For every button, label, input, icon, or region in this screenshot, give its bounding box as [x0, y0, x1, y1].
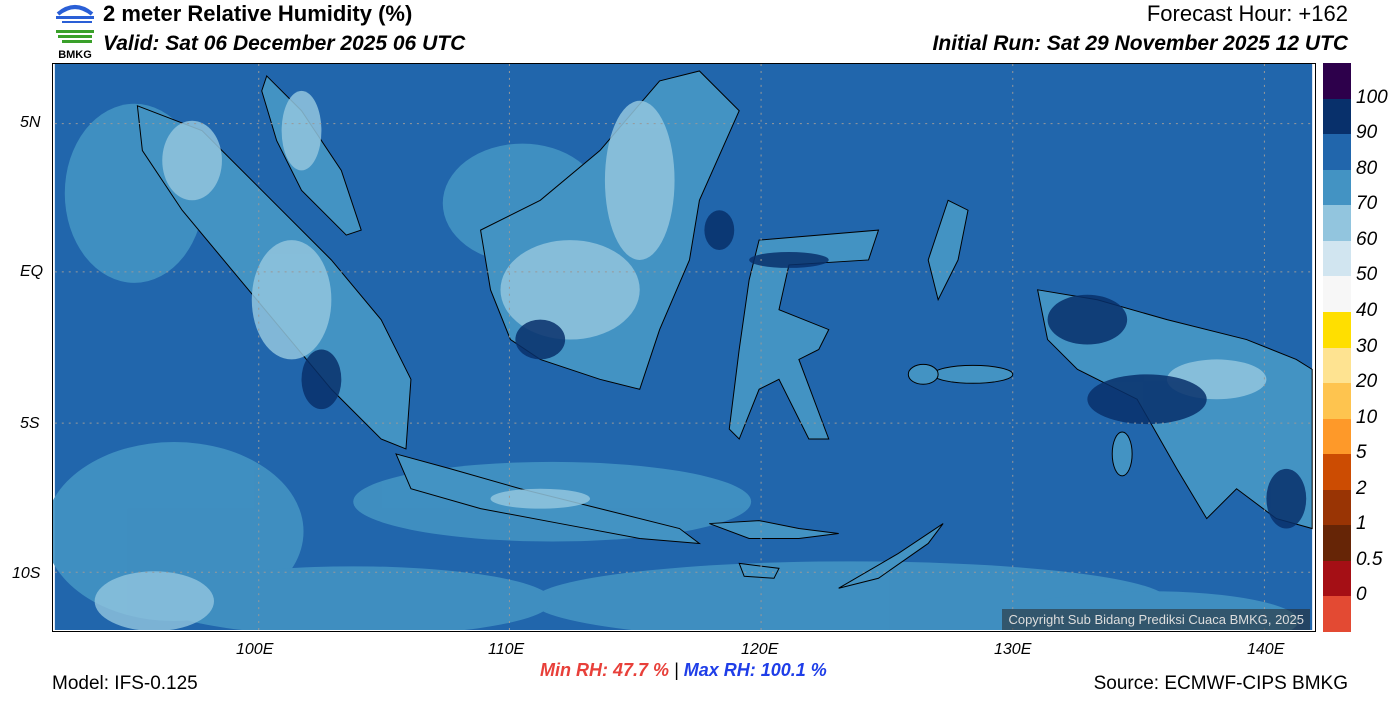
colorbar-label: 80	[1356, 157, 1378, 179]
min-max-rh: Min RH: 47.7 % | Max RH: 100.1 %	[540, 660, 827, 681]
colorbar-label: 10	[1356, 406, 1378, 428]
colorbar-segment	[1323, 347, 1351, 384]
colorbar-segment	[1323, 276, 1351, 312]
valid-time: Valid: Sat 06 December 2025 06 UTC	[103, 32, 466, 55]
colorbar-segment	[1323, 98, 1351, 135]
colorbar-label: 5	[1356, 442, 1367, 464]
aru	[1111, 431, 1133, 477]
timor	[838, 523, 944, 589]
separator: |	[674, 660, 679, 680]
forecast-hour: Forecast Hour: +162	[1146, 1, 1348, 26]
colorbar-segment	[1323, 383, 1351, 419]
lat-tick-eq: EQ	[20, 263, 44, 280]
colorbar-segment	[1323, 311, 1351, 348]
halmahera	[927, 199, 969, 302]
colorbar-label: 100	[1356, 86, 1388, 108]
lon-tick-120e: 120E	[741, 641, 779, 658]
colorbar-label: 90	[1356, 122, 1378, 144]
buru	[907, 363, 939, 385]
initial-run: Initial Run: Sat 29 November 2025 12 UTC	[932, 32, 1348, 55]
colorbar-segment	[1323, 525, 1351, 561]
colorbar-label: 0.5	[1356, 548, 1383, 570]
colorbar-segment	[1323, 454, 1351, 490]
max-rh: Max RH: 100.1 %	[683, 660, 827, 680]
humidity-map	[44, 63, 1316, 651]
lat-tick-10s: 10S	[12, 565, 41, 582]
lat-tick-5n: 5N	[20, 114, 41, 131]
colorbar-segment	[1323, 169, 1351, 206]
bmkg-logo: BMKG	[52, 2, 98, 61]
lon-tick-100e: 100E	[236, 641, 274, 658]
colorbar-segment	[1323, 134, 1351, 170]
colorbar-label: 1	[1356, 513, 1367, 535]
copyright: Copyright Sub Bidang Prediksi Cuaca BMKG…	[1002, 609, 1310, 630]
colorbar-label: 50	[1356, 264, 1378, 286]
lon-tick-130e: 130E	[994, 641, 1032, 658]
lesser-sunda	[709, 520, 839, 539]
colorbar-segment	[1323, 63, 1351, 99]
colorbar-label: 0	[1356, 584, 1367, 606]
colorbar-segment	[1323, 418, 1351, 455]
lat-tick-5s: 5S	[20, 415, 40, 432]
colorbar-label: 30	[1356, 335, 1378, 357]
colorbar-label: 20	[1356, 371, 1378, 393]
colorbar-label: 60	[1356, 228, 1378, 250]
colorbar-label: 40	[1356, 299, 1378, 321]
sumba	[738, 562, 780, 579]
colorbar-label: 2	[1356, 477, 1367, 499]
colorbar-segment	[1323, 489, 1351, 526]
colorbar	[1323, 63, 1351, 632]
colorbar-segment	[1323, 205, 1351, 241]
colorbar-segment	[1323, 240, 1351, 277]
min-rh: Min RH: 47.7 %	[540, 660, 670, 680]
svg-text:BMKG: BMKG	[58, 49, 92, 60]
colorbar-segment	[1323, 596, 1351, 632]
lon-tick-110e: 110E	[488, 641, 525, 658]
chart-title: 2 meter Relative Humidity (%)	[103, 1, 413, 26]
model-label: Model: IFS-0.125	[52, 673, 198, 694]
seram	[932, 364, 1014, 384]
lon-tick-140e: 140E	[1247, 641, 1285, 658]
source-label: Source: ECMWF-CIPS BMKG	[1093, 673, 1348, 694]
colorbar-segment	[1323, 560, 1351, 597]
colorbar-label: 70	[1356, 193, 1378, 215]
